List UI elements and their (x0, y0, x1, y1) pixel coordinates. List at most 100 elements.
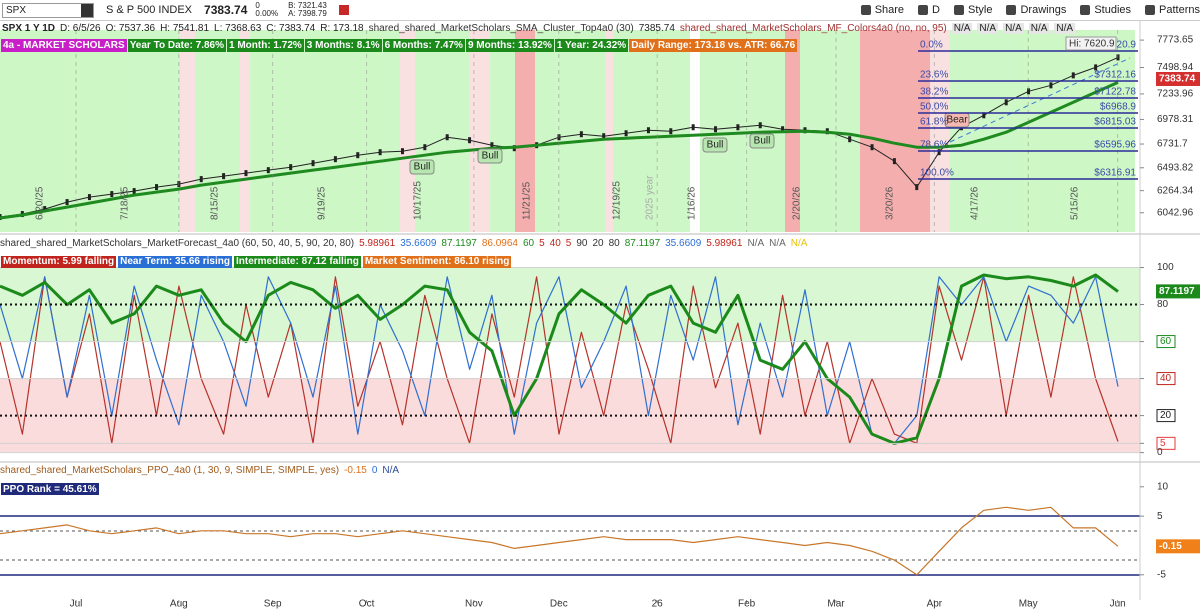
price-candle (1049, 82, 1053, 89)
signal-label: Bull (482, 151, 499, 162)
toolbar-button[interactable]: Share (860, 4, 904, 16)
y-tick-label: 7498.94 (1157, 62, 1194, 73)
price-candle (870, 144, 874, 151)
study-value: 60 (522, 238, 535, 249)
period-badge: 1 Year: 24.32% (554, 39, 629, 52)
study-value: N/A (747, 238, 765, 249)
period-badge: 1 Month: 1.72% (227, 39, 304, 52)
study-value: 87.1197 (441, 238, 477, 249)
bid: B: 7321.43 (288, 1, 327, 10)
ask: A: 7398.79 (288, 9, 327, 18)
y-tick-label: 6042.96 (1157, 207, 1194, 218)
date-mark: 4/17/26 (970, 186, 981, 220)
toolbar-button[interactable]: Style (954, 4, 992, 16)
forecast-label: Intermediate: 87.12 falling (234, 256, 361, 268)
fib-pct: 38.2% (920, 87, 948, 98)
high-label: Hi: 7620.9 (1069, 39, 1115, 50)
trend-line (949, 57, 1131, 143)
price-candle (624, 130, 628, 137)
info-item: SPX 1 Y 1D (2, 22, 55, 34)
change: 0 0.00% (255, 2, 278, 18)
toolbar-button[interactable]: Drawings (1006, 4, 1066, 16)
x-tick-label: Oct (359, 599, 375, 610)
period-badge: 6 Months: 7.47% (382, 39, 465, 52)
change-pct: 0.00% (255, 9, 279, 18)
price-candle (714, 126, 718, 133)
date-mark: 11/21/25 (522, 181, 533, 220)
study-value: 87.1197 (624, 238, 661, 249)
price-candle (333, 156, 337, 163)
last-value-badge (1156, 284, 1200, 299)
toolbar-button[interactable]: Patterns (1145, 4, 1200, 16)
signal-box (749, 133, 775, 149)
last-value-badge (1156, 539, 1200, 554)
price-candle (199, 176, 203, 183)
study-value: N/A (790, 238, 808, 249)
tick-badge (1156, 436, 1176, 450)
fib-price: $6316.91 (1094, 168, 1136, 179)
period-badge: 3 Months: 8.1% (304, 39, 382, 52)
series-line (0, 273, 1119, 445)
ppo-lines (0, 515, 1140, 576)
study-value: 90 (576, 238, 588, 249)
y-tick-label: 6493.82 (1157, 162, 1194, 173)
price-candle (937, 149, 941, 156)
price-candle (378, 149, 382, 156)
y-tick-label: 5 (1160, 438, 1166, 449)
price-candle (1094, 64, 1098, 71)
y-tick-label: 6978.31 (1157, 114, 1194, 125)
info-item: N/A (977, 22, 999, 34)
x-tick-label: Sep (264, 599, 282, 610)
date-mark: 9/19/25 (317, 186, 328, 220)
tick-badge (1156, 409, 1176, 423)
date-mark: 1/16/26 (687, 186, 698, 220)
series-line (0, 276, 1119, 444)
x-tick-label: Feb (738, 599, 756, 610)
toolbar-button[interactable]: D (918, 4, 940, 16)
price-candle (423, 144, 427, 151)
study-value: 5.98961 (359, 238, 396, 249)
bid-ask: B: 7321.43 A: 7398.79 (288, 2, 327, 18)
study-value: 35.6609 (400, 238, 437, 249)
study-value: 20 (592, 238, 604, 249)
fib-price: $7122.78 (1094, 87, 1136, 98)
info-item: shared_shared_MarketScholars_SMA_Cluster… (368, 22, 634, 34)
info-item: O: 7537.36 (105, 22, 156, 34)
fib-pct: 100.0% (920, 168, 954, 179)
period-badge: 4a - MARKET SCHOLARS (1, 39, 127, 52)
fib-pct: 0.0% (920, 40, 943, 51)
date-mark: 2/20/26 (792, 186, 803, 220)
symbol: SPX (6, 4, 27, 16)
symbol-input[interactable]: SPX (2, 2, 94, 18)
x-tick-label: Mar (827, 599, 845, 610)
price-candle (311, 160, 315, 167)
period-badge: 9 Months: 13.92% (465, 39, 554, 52)
date-mark: 10/17/25 (413, 181, 424, 220)
price-candle (781, 126, 785, 133)
forecast-label: Momentum: 5.99 falling (1, 256, 117, 268)
signal-label: Bull (707, 140, 724, 151)
x-tick-label: Jun (1110, 599, 1126, 610)
study-value: 40 (549, 238, 561, 249)
forecast-labels: Momentum: 5.99 falling Near Term: 35.66 r… (1, 256, 513, 268)
price-candle (490, 142, 494, 149)
x-tick-label: Apr (927, 599, 943, 610)
series-line (0, 276, 1119, 444)
info-item: D: 6/5/26 (60, 22, 101, 34)
toolbar-button[interactable]: Studies (1080, 4, 1131, 16)
price-candle (445, 134, 449, 141)
price-candle (915, 184, 919, 191)
alert-icon[interactable] (338, 5, 349, 15)
fib-pct: 78.6% (920, 140, 948, 151)
study-value: 86.0964 (481, 238, 518, 249)
fib-price: $6968.9 (1100, 102, 1137, 113)
instrument-name: S & P 500 INDEX (106, 4, 193, 16)
toolbar: SPX S & P 500 INDEX 7383.74 0 0.00% B: 73… (0, 0, 1200, 21)
price-candle (266, 167, 270, 174)
info-row: SPX 1 Y 1D D: 6/5/26 O: 7537.36 H: 7541.81 L… (0, 21, 1080, 35)
tick-badge (1156, 372, 1176, 386)
y-tick-label: 80 (1157, 299, 1169, 310)
y-tick-label: 6731.7 (1157, 139, 1188, 150)
